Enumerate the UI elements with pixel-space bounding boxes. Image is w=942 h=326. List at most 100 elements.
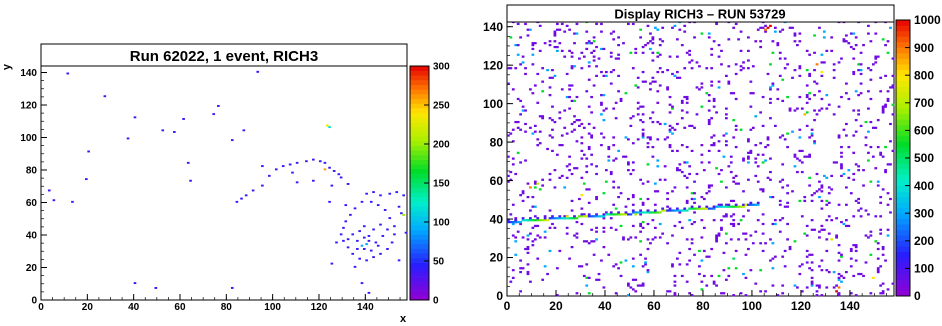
heatmap-cell (651, 219, 655, 222)
palette-band (896, 135, 910, 142)
heatmap-cell (724, 205, 728, 208)
heatmap-cell (810, 261, 814, 264)
heatmap-cell (793, 34, 797, 37)
heatmap-cell (852, 215, 856, 218)
heatmap-cell (325, 124, 329, 127)
palette-band (410, 201, 429, 207)
heatmap-cell (582, 215, 586, 218)
heatmap-cell (688, 172, 691, 176)
heatmap-cell (509, 170, 513, 174)
heatmap-cell (531, 240, 535, 243)
heatmap-cell (676, 257, 679, 260)
heatmap-cell (261, 184, 264, 187)
heatmap-cell (751, 242, 755, 245)
heatmap-cell (516, 53, 520, 56)
heatmap-cell (764, 30, 767, 33)
heatmap-cell (541, 184, 545, 187)
heatmap-cell (568, 155, 571, 158)
heatmap-cell (619, 261, 623, 264)
heatmap-cell (617, 211, 620, 214)
heatmap-cell (783, 57, 787, 60)
heatmap-cell (707, 161, 711, 164)
heatmap-cell (602, 286, 606, 289)
heatmap-cell (653, 203, 657, 206)
heatmap-cell (876, 257, 880, 260)
heatmap-cell (771, 267, 775, 270)
heatmap-cell (133, 116, 137, 119)
heatmap-cell (365, 192, 368, 195)
palette-band (896, 169, 910, 175)
heatmap-cell (676, 38, 679, 41)
heatmap-cell (585, 30, 589, 33)
heatmap-cell (639, 230, 643, 233)
heatmap-cell (592, 84, 596, 87)
palette-band (410, 154, 429, 160)
heatmap-cell (771, 84, 775, 87)
heatmap-cell (874, 61, 878, 64)
heatmap-cell (840, 280, 843, 283)
heatmap-cell (815, 172, 819, 176)
heatmap-cell (879, 215, 883, 218)
heatmap-cell (739, 65, 743, 68)
heatmap-cell (886, 203, 890, 206)
heatmap-cell (761, 188, 765, 191)
heatmap-cell (854, 244, 858, 247)
chart-left-title-box (40, 43, 408, 67)
heatmap-cell (727, 274, 731, 278)
heatmap-cell (533, 124, 537, 128)
heatmap-cell (580, 67, 584, 70)
heatmap-cell (783, 265, 787, 268)
heatmap-cell (737, 205, 740, 208)
heatmap-cell (808, 53, 812, 56)
heatmap-cell (680, 117, 684, 120)
heatmap-cell (764, 159, 767, 162)
palette-band (896, 80, 910, 87)
heatmap-cell (712, 207, 716, 210)
heatmap-cell (786, 222, 789, 226)
heatmap-cell (818, 26, 821, 29)
heatmap-cell (742, 159, 745, 162)
heatmap-cell (805, 124, 809, 128)
heatmap-cell (676, 76, 679, 79)
heatmap-cell (666, 192, 669, 195)
heatmap-cell (766, 26, 770, 29)
heatmap-cell (668, 95, 672, 99)
heatmap-cell (729, 238, 733, 241)
palette-band (896, 53, 910, 59)
heatmap-cell (825, 176, 829, 179)
heatmap-cell (761, 249, 765, 253)
heatmap-cell (678, 211, 682, 214)
heatmap-cell (365, 243, 368, 246)
heatmap-cell (602, 119, 606, 122)
heatmap-cell (330, 184, 334, 187)
heatmap-cell (386, 248, 389, 250)
heatmap-cell (393, 225, 396, 228)
heatmap-cell (393, 233, 396, 236)
heatmap-cell (842, 172, 846, 176)
heatmap-cell (519, 267, 522, 270)
heatmap-cell (759, 188, 763, 191)
heatmap-cell (609, 226, 613, 229)
heatmap-cell (773, 30, 777, 33)
heatmap-cell (778, 51, 782, 54)
heatmap-cell (678, 169, 682, 172)
heatmap-cell (641, 128, 645, 131)
heatmap-cell (379, 252, 382, 255)
chart-left-xlabel: x (400, 313, 407, 325)
heatmap-cell (884, 44, 887, 47)
heatmap-cell (627, 22, 630, 26)
heatmap-cell (519, 113, 522, 116)
heatmap-cell (154, 287, 158, 289)
heatmap-cell (796, 170, 799, 174)
heatmap-cell (612, 180, 616, 183)
heatmap-cell (529, 126, 532, 129)
heatmap-cell (514, 240, 518, 243)
x-tick-label: 60 (174, 302, 186, 313)
heatmap-cell (881, 38, 885, 41)
heatmap-cell (536, 138, 540, 141)
x-tick-label: 120 (311, 302, 328, 313)
heatmap-cell (570, 122, 574, 126)
heatmap-cell (636, 107, 640, 110)
heatmap-cell (712, 105, 716, 108)
heatmap-cell (881, 245, 885, 249)
